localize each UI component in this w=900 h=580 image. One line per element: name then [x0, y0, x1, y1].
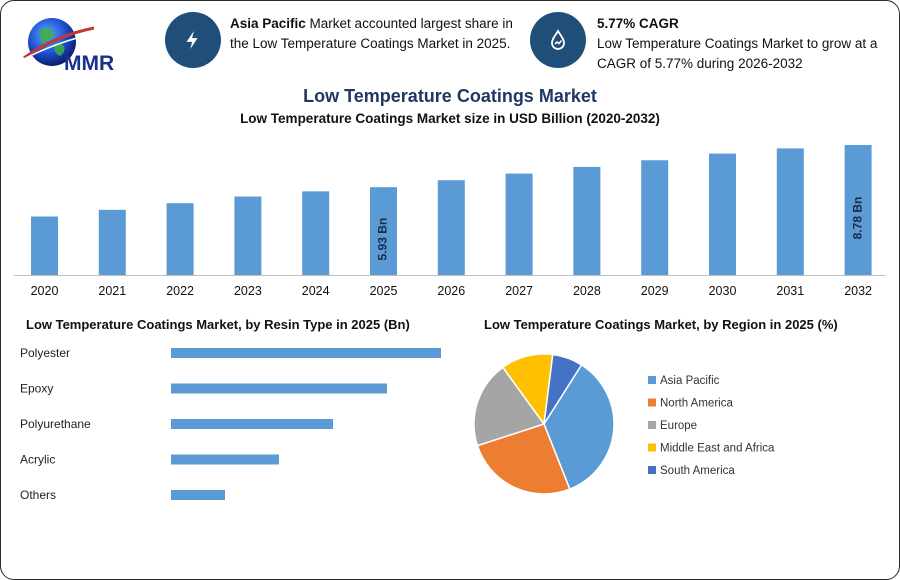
stat-text-2: 5.77% CAGR Low Temperature Coatings Marke…: [597, 16, 878, 71]
logo-text: MMR: [64, 52, 114, 75]
resin-bar-epoxy: [171, 383, 387, 394]
resin-bar-others: [171, 490, 225, 500]
x-tick-label: 2021: [98, 284, 126, 298]
pie-slice-north-america: [476, 423, 571, 495]
resin-label: Epoxy: [20, 382, 53, 396]
bar-2032: [844, 145, 872, 275]
legend-swatch: [648, 421, 656, 429]
bar-chart-subtitle: Low Temperature Coatings Market size in …: [240, 111, 660, 126]
resin-label: Polyurethane: [20, 417, 91, 431]
pie-slice-europe: [473, 366, 546, 447]
bar-2020: [31, 216, 58, 275]
x-tick-label: 2030: [709, 284, 737, 298]
x-tick-label: 2029: [641, 284, 669, 298]
bar-2028: [573, 166, 601, 275]
x-tick-label: 2024: [302, 284, 330, 298]
stat-text-1: Asia Pacific Market accounted largest sh…: [230, 16, 513, 51]
legend-label: Asia Pacific: [660, 375, 720, 387]
bar-2031: [776, 148, 804, 275]
bar-2024: [302, 191, 330, 275]
legend-label: North America: [660, 398, 733, 410]
resin-bar-polyurethane: [171, 419, 333, 429]
page-title: Low Temperature Coatings Market: [303, 86, 597, 106]
legend-label: Middle East and Africa: [660, 443, 775, 455]
x-tick-label: 2028: [573, 284, 601, 298]
stat-icon-circle-2: [530, 12, 586, 68]
bar-2026: [437, 180, 465, 275]
bar-2021: [98, 209, 126, 275]
bar-2023: [234, 196, 262, 275]
stat-icon-circle-1: [165, 12, 221, 68]
data-label: 5.93 Bn: [376, 218, 390, 261]
resin-chart-title: Low Temperature Coatings Market, by Resi…: [26, 317, 410, 332]
resin-bar-polyester: [171, 348, 441, 358]
bar-2030: [709, 153, 736, 275]
data-label: 8.78 Bn: [850, 197, 864, 240]
x-tick-label: 2032: [844, 284, 872, 298]
legend-swatch: [648, 376, 656, 384]
legend-swatch: [648, 443, 656, 452]
bar-2025: [370, 187, 397, 275]
legend-swatch: [648, 466, 656, 474]
x-tick-label: 2027: [505, 284, 533, 298]
bar-2022: [166, 203, 194, 275]
x-tick-label: 2023: [234, 284, 262, 298]
lightning-icon: [186, 30, 198, 50]
x-tick-label: 2031: [776, 284, 804, 298]
legend-swatch: [648, 398, 656, 407]
resin-label: Acrylic: [20, 453, 55, 467]
resin-bar-acrylic: [171, 454, 279, 465]
bar-2029: [641, 160, 669, 275]
legend-label: Europe: [660, 420, 697, 432]
market-size-bar-chart: 2020 2021 2022 2023 2024 2025 5.93 Bn 2026 2027 2…: [14, 145, 886, 298]
bar-2027: [505, 173, 533, 275]
x-tick-label: 2022: [166, 284, 194, 298]
growth-drop-icon: [551, 29, 565, 50]
resin-label: Polyester: [20, 346, 70, 360]
mmr-logo: MMR: [21, 18, 114, 75]
region-pie-chart: Asia Pacific North America Europe Middle Ea…: [473, 353, 775, 495]
x-tick-label: 2025: [370, 284, 398, 298]
pie-slice-south-america: [543, 353, 583, 425]
resin-label: Others: [20, 488, 56, 502]
x-tick-label: 2020: [31, 284, 59, 298]
resin-type-bar-chart: Polyester Epoxy Polyurethane Acrylic Others: [20, 346, 441, 502]
x-tick-label: 2026: [437, 284, 465, 298]
pie-slice-asia-pacific: [543, 363, 615, 491]
region-chart-title: Low Temperature Coatings Market, by Regi…: [484, 317, 838, 332]
legend-label: South America: [660, 465, 735, 477]
